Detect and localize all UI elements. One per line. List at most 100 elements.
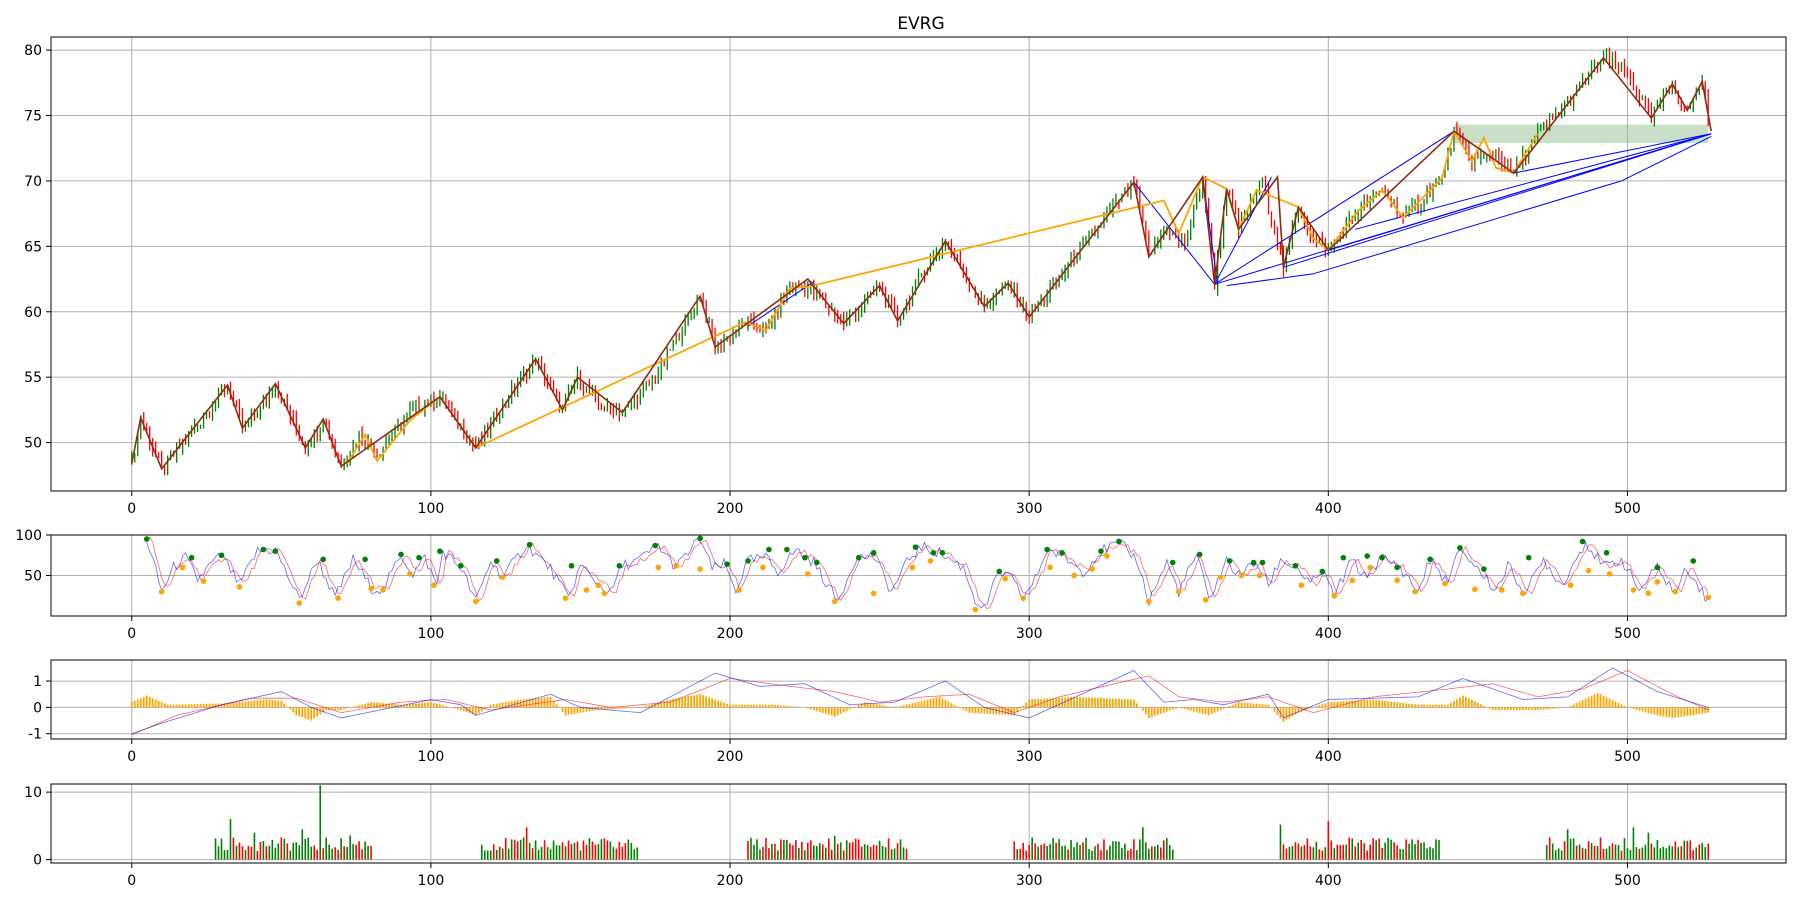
peak-marker [1169, 559, 1176, 566]
macd-hist-bar [256, 700, 259, 708]
y-tick-label: 0 [33, 853, 42, 869]
macd-hist-bar [1399, 702, 1402, 708]
trough-marker [1146, 598, 1152, 605]
x-tick-label: 400 [1315, 873, 1342, 889]
macd-hist-bar [142, 696, 145, 708]
macd-hist-bar [621, 707, 624, 709]
chart-title: EVRG [897, 14, 944, 34]
trough-marker [335, 595, 341, 601]
y-tick-label: -1 [28, 727, 42, 743]
peak-marker [652, 542, 659, 549]
volume-bar [896, 843, 899, 860]
macd-hist-bar [1216, 707, 1219, 712]
macd-hist-bar [1662, 707, 1665, 717]
volume-bar [762, 847, 764, 860]
volume-bar [1043, 843, 1045, 860]
macd-hist-bar [400, 704, 402, 708]
volume-bar [869, 846, 872, 860]
macd-hist-bar [1500, 707, 1503, 711]
volume-bar [804, 850, 806, 860]
macd-hist-bar [1509, 707, 1512, 711]
x-tick-label: 100 [418, 501, 445, 517]
macd-hist-bar [771, 704, 773, 708]
volume-bar [789, 843, 791, 860]
macd-hist-bar [277, 700, 280, 708]
volume-bar [842, 850, 845, 860]
macd-hist-bar [896, 706, 899, 708]
macd-hist-bar [603, 707, 606, 710]
volume-bar [1118, 841, 1120, 860]
macd-hist-bar [1623, 705, 1626, 708]
macd-hist-bar [519, 699, 522, 708]
volume-bar [615, 848, 618, 860]
volume-bar [1354, 846, 1357, 860]
peak-marker [1364, 553, 1371, 559]
volume-bar [1157, 844, 1159, 860]
macd-hist-bar [923, 700, 926, 708]
macd-hist-bar [280, 700, 283, 708]
macd-hist-bar [184, 704, 187, 708]
macd-hist-bar [1524, 707, 1527, 711]
volume-bar [1049, 844, 1051, 860]
macd-hist-bar [1270, 707, 1273, 709]
peak-marker [1319, 568, 1326, 575]
macd-hist-bar [1488, 707, 1491, 709]
macd-hist-bar [1141, 707, 1144, 711]
volume-bar [1285, 848, 1288, 860]
macd-hist-bar [154, 699, 157, 708]
peak-marker [802, 554, 808, 561]
macd-hist-bar [914, 702, 917, 708]
volume-bar [579, 850, 582, 860]
volume-bar [564, 846, 567, 860]
volume-bar [1692, 850, 1695, 860]
peak-marker [1059, 550, 1065, 556]
volume-bar [1318, 849, 1321, 860]
volume-bar [325, 837, 328, 860]
macd-hist-bar [424, 702, 426, 708]
trough-marker [1349, 577, 1356, 584]
trough-marker [870, 590, 877, 597]
macd-hist-bar [388, 703, 390, 708]
peak-marker [1196, 551, 1203, 558]
volume-bar [1578, 844, 1581, 860]
volume-bar [1438, 840, 1440, 860]
macd-hist-bar [1515, 707, 1518, 711]
macd-hist-bar [1429, 704, 1431, 708]
volume-bar [316, 849, 319, 860]
trough-marker [1472, 586, 1478, 593]
volume-bar [229, 819, 232, 860]
volume-bar [1052, 837, 1054, 860]
trough-marker [368, 585, 374, 592]
macd-hist-bar [1686, 707, 1689, 716]
volume-bar [1575, 845, 1578, 860]
peak-marker [1340, 554, 1347, 561]
trough-marker [1047, 564, 1053, 571]
peak-marker [1690, 558, 1697, 564]
macd-hist-bar [1336, 701, 1339, 708]
macd-hist-bar [253, 700, 256, 708]
volume-bar [1554, 849, 1557, 860]
volume-bar [768, 848, 770, 860]
volume-bar [1668, 845, 1671, 860]
trough-marker [909, 564, 916, 571]
axes-frame [50, 36, 1787, 492]
trend-line [1355, 133, 1712, 230]
macd-hist-bar [510, 701, 513, 708]
macd-hist-bar [842, 707, 845, 713]
volume-bar [1387, 837, 1389, 860]
volume-bar [1605, 848, 1608, 860]
macd-hist-bar [1115, 698, 1117, 708]
volume-bar [1168, 845, 1171, 860]
axes-frame [50, 783, 1787, 864]
macd-hist-bar [1659, 707, 1662, 716]
trough-marker [805, 571, 811, 577]
macd-hist-bar [591, 707, 594, 711]
volume-bar [268, 845, 271, 860]
macd-hist-bar [295, 707, 298, 716]
macd-hist-bar [1261, 704, 1264, 708]
trough-marker [407, 571, 413, 577]
volume-bar [1581, 847, 1584, 860]
macd-hist-bar [1557, 707, 1560, 709]
macd-hist-bar [735, 704, 737, 708]
volume-bar [824, 847, 827, 860]
